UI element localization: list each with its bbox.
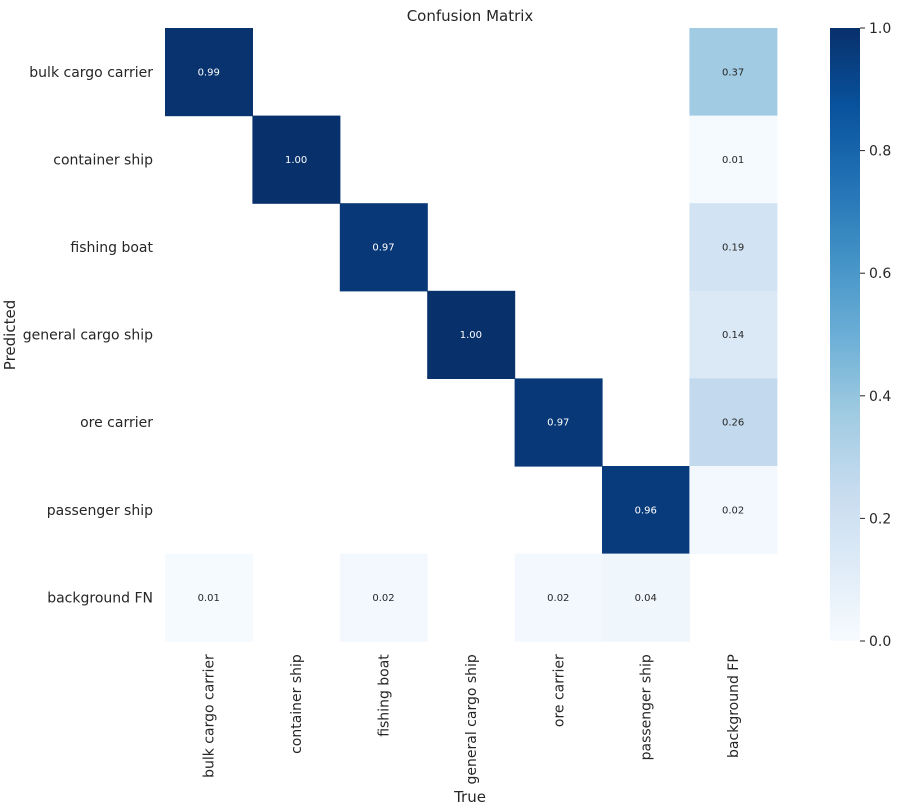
cell-value-label: 0.01 [198,593,220,604]
heatmap-cell-labels: 0.99 0.37 1.00 0.01 0.97 0.19 1.00 0.14 0.97 0.26… [198,67,745,604]
cell-value-label: 0.97 [547,418,569,429]
x-tick-fishing-boat: fishing boat [377,654,393,737]
heatmap-cell-r1-c6 [689,115,778,204]
x-tick-passenger-ship: passenger ship [639,654,655,760]
y-tick-container-ship: container ship [53,152,153,168]
cell-value-label: 0.02 [372,593,394,604]
heatmap-cell-r0-c0 [165,28,253,117]
heatmap-cell-r4-c6 [689,378,778,467]
x-tick-labels: bulk cargo carrier container ship fishing … [202,654,742,785]
colorbar-tick-label: 0.4 [869,389,891,405]
heatmap-cell-r3-c6 [689,290,778,379]
y-tick-passenger-ship: passenger ship [47,503,153,519]
cell-value-label: 0.37 [722,67,744,78]
x-tick-ore-carrier: ore carrier [551,654,567,727]
x-axis-label: True [453,788,486,806]
cell-value-label: 0.97 [372,243,394,254]
cell-value-label: 0.96 [635,505,657,516]
colorbar-ticks: 0.0 0.2 0.4 0.6 0.8 1.0 [860,21,891,650]
y-tick-ore-carrier: ore carrier [80,415,153,431]
heatmap-cell-r5-c5 [602,466,690,555]
cell-value-label: 0.02 [547,593,569,604]
y-tick-general-cargo-ship: general cargo ship [23,328,153,344]
x-tick-background-fp: background FP [726,654,742,758]
cell-value-label: 1.00 [285,155,307,166]
x-tick-container-ship: container ship [289,654,305,754]
heatmap-cell-r3-c3 [427,290,516,379]
colorbar-tick-label: 1.0 [869,21,891,37]
colorbar-tick-label: 0.6 [869,266,891,282]
cell-value-label: 0.02 [722,505,744,516]
heatmap-cell-r6-c2 [339,553,428,642]
y-axis-label: Predicted [1,300,19,370]
cell-value-label: 1.00 [460,330,482,341]
y-tick-labels: bulk cargo carrier container ship fishing … [23,65,154,607]
cell-value-label: 0.01 [722,155,744,166]
cell-value-label: 0.26 [722,418,744,429]
colorbar-tick-label: 0.8 [869,144,891,160]
cell-value-label: 0.19 [722,243,744,254]
cell-value-label: 0.14 [722,330,744,341]
cell-value-label: 0.04 [635,593,657,604]
colorbar-tick-label: 0.0 [869,634,891,650]
heatmap-cell-r2-c2 [339,203,428,292]
heatmap-cell-r6-c4 [514,553,603,642]
heatmap-cell-r6-c5 [602,553,690,642]
x-tick-general-cargo-ship: general cargo ship [464,654,480,784]
y-tick-bulk-cargo-carrier: bulk cargo carrier [29,65,153,81]
heatmap-cell-r4-c4 [514,378,603,467]
colorbar-tick-label: 0.2 [869,511,891,527]
heatmap-cell-r0-c6 [689,28,778,117]
heatmap-cell-r2-c6 [689,203,778,292]
y-tick-background-fn: background FN [47,590,153,606]
cell-value-label: 0.99 [198,67,220,78]
y-tick-fishing-boat: fishing boat [70,240,153,256]
heatmap-cells [165,28,778,642]
heatmap-cell-r5-c6 [689,466,778,555]
chart-title: Confusion Matrix [407,7,534,25]
heatmap-cell-r6-c0 [165,553,253,642]
x-tick-bulk-cargo-carrier: bulk cargo carrier [202,654,218,778]
colorbar [830,28,860,641]
heatmap-cell-r1-c1 [252,115,341,204]
